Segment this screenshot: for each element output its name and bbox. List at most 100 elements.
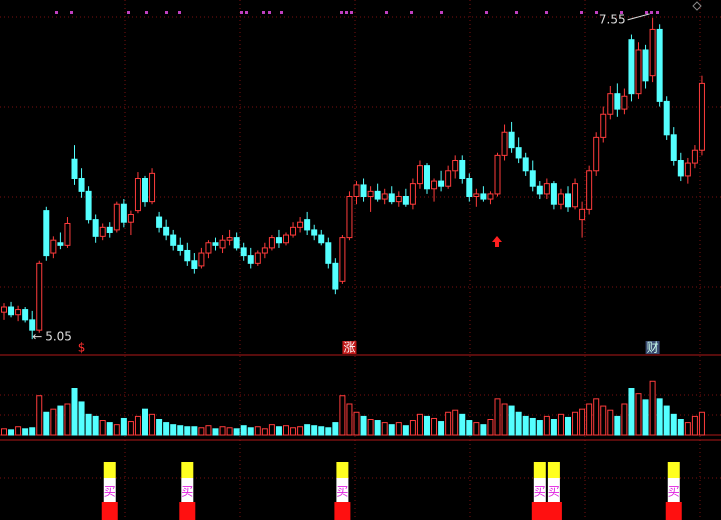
- signal-dot: [268, 11, 271, 14]
- signal-dot: [240, 11, 243, 14]
- volume-bar: [219, 426, 226, 436]
- volume-bar: [572, 411, 579, 436]
- volume-bar: [656, 398, 663, 436]
- volume-bar: [670, 413, 677, 436]
- candle-body: [106, 226, 113, 233]
- signal-dot: [165, 11, 168, 14]
- volume-bar: [381, 422, 388, 436]
- signal-dot: [410, 11, 413, 14]
- candle-body: [304, 219, 311, 231]
- volume-bar: [22, 428, 29, 436]
- candle-body: [487, 193, 494, 200]
- volume-bar: [522, 415, 529, 436]
- candle-body: [191, 260, 198, 269]
- signal-dot: [620, 11, 623, 14]
- volume-bar: [579, 408, 586, 436]
- candle-body: [445, 170, 452, 187]
- candle-body: [99, 226, 106, 237]
- signal-dot: [515, 11, 518, 14]
- candle-body: [212, 242, 219, 246]
- volume-bar: [339, 395, 346, 436]
- candle-body: [572, 183, 579, 208]
- candle-body: [550, 183, 557, 205]
- candle-body: [381, 193, 388, 200]
- volume-bar: [614, 415, 621, 436]
- volume-bar: [438, 421, 445, 436]
- signal-yellow: [547, 462, 560, 478]
- signal-red: [101, 502, 118, 520]
- candle-body: [480, 193, 487, 200]
- volume-bar: [156, 419, 163, 436]
- volume-bar: [50, 408, 57, 436]
- volume-bar: [261, 428, 268, 436]
- volume-bar: [113, 424, 120, 436]
- signal-white: [533, 478, 546, 502]
- volume-bar: [395, 422, 402, 436]
- candle-body: [614, 93, 621, 110]
- candle-body: [670, 134, 677, 162]
- candle-body: [8, 306, 15, 316]
- volume-bar: [508, 405, 515, 436]
- event-label: $: [78, 341, 86, 355]
- volume-bar: [677, 419, 684, 436]
- low-arrow: ←: [32, 330, 42, 344]
- candle-body: [1, 306, 7, 313]
- signal-dot: [340, 11, 343, 14]
- candle-body: [431, 180, 438, 190]
- candle-body: [78, 178, 85, 192]
- volume-bar: [424, 415, 430, 436]
- volume-bar: [628, 388, 635, 436]
- buy-label: 买: [181, 485, 193, 499]
- candle-body: [332, 262, 339, 290]
- diamond-icon[interactable]: [692, 1, 702, 11]
- signal-yellow: [103, 462, 116, 478]
- volume-bar: [226, 427, 233, 436]
- candle-body: [339, 237, 346, 282]
- volume-bar: [445, 411, 452, 436]
- volume-bar: [127, 421, 134, 436]
- volume-bar: [8, 429, 15, 436]
- volume-bar: [353, 411, 360, 436]
- candle-body: [226, 237, 233, 241]
- low-label: 5.05: [45, 330, 72, 344]
- candle-body: [586, 170, 593, 210]
- volume-bar: [473, 422, 480, 436]
- volume-bar: [600, 405, 607, 436]
- candle-body: [677, 160, 684, 177]
- candle-body: [268, 237, 275, 249]
- candle-body: [50, 239, 57, 254]
- buy-label: 买: [534, 485, 546, 499]
- buy-label: 买: [104, 485, 116, 499]
- volume-bar: [142, 408, 148, 436]
- volume-bar: [346, 403, 353, 436]
- candle-body: [424, 165, 430, 190]
- volume-bar: [191, 426, 198, 436]
- candle-body: [663, 100, 670, 136]
- signal-white: [103, 478, 116, 502]
- volume-bar: [212, 428, 219, 436]
- candle-body: [409, 183, 416, 205]
- candle-body: [233, 237, 240, 249]
- candle-body: [374, 190, 381, 200]
- volume-bar: [170, 424, 177, 436]
- volume-bar: [254, 426, 261, 436]
- candle-body: [501, 131, 508, 156]
- buy-label: 买: [548, 485, 560, 499]
- candle-body: [92, 219, 99, 237]
- candle-body: [557, 193, 564, 205]
- volume-bar: [177, 425, 184, 436]
- volume-bar: [304, 424, 311, 436]
- signal-red: [334, 502, 351, 520]
- candle-body: [621, 95, 628, 110]
- volume-bar: [283, 425, 289, 436]
- candle-body: [593, 136, 600, 172]
- signal-white: [667, 478, 680, 502]
- candle-body: [360, 184, 367, 197]
- signal-dot: [245, 11, 248, 14]
- candle-body: [71, 158, 78, 180]
- signal-dot: [385, 11, 388, 14]
- volume-bar: [233, 428, 240, 436]
- volume-bar: [431, 417, 438, 436]
